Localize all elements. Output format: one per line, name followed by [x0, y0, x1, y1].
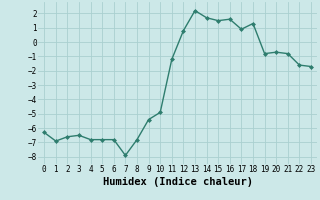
X-axis label: Humidex (Indice chaleur): Humidex (Indice chaleur): [103, 177, 252, 187]
